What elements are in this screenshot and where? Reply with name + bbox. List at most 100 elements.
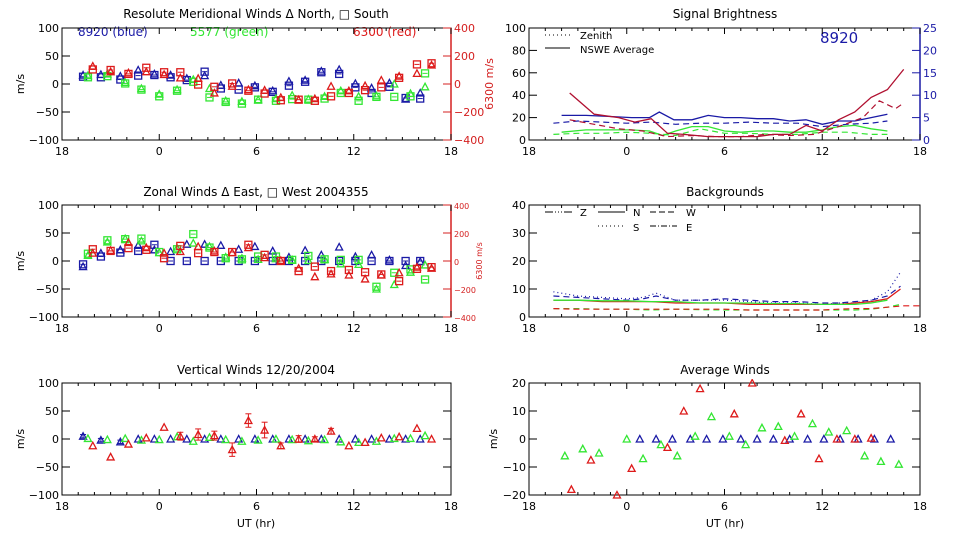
- data-point-square: [210, 247, 219, 257]
- data-point-square: [360, 86, 370, 95]
- data-point-square: [420, 69, 430, 78]
- data-point-triangle: [310, 93, 320, 103]
- y2-tick-label: −400: [454, 314, 476, 323]
- data-point-triangle: [221, 95, 231, 105]
- data-point-square: [416, 94, 425, 103]
- data-point-square: [401, 256, 410, 266]
- data-point-square: [294, 95, 303, 104]
- legend-e-label: E: [686, 223, 692, 234]
- data-layer: [78, 229, 437, 293]
- data-point-triangle: [133, 240, 143, 249]
- data-point-triangle: [627, 463, 637, 473]
- data-point-square: [367, 256, 376, 266]
- data-point-triangle: [586, 455, 596, 464]
- data-point-square: [326, 92, 336, 101]
- data-point-triangle: [850, 434, 860, 443]
- data-point-triangle: [334, 242, 344, 251]
- data-point-square: [176, 68, 185, 77]
- data-point-triangle: [243, 242, 253, 252]
- data-point-triangle: [326, 269, 336, 278]
- data-point-square: [427, 59, 436, 68]
- data-point-square: [134, 71, 143, 80]
- x-tick-label: 18: [522, 145, 536, 158]
- y-axis-label: m/s: [14, 74, 27, 94]
- data-point-triangle: [310, 271, 320, 281]
- y2-tick-label: 20: [923, 44, 937, 57]
- data-point-triangle: [188, 74, 198, 84]
- data-point-triangle: [175, 246, 185, 256]
- data-point-triangle: [310, 434, 320, 443]
- legend-s-label: S: [633, 223, 639, 234]
- x-tick-label: 18: [444, 145, 458, 158]
- data-point-triangle: [188, 238, 198, 247]
- data-point-triangle: [237, 253, 247, 262]
- data-point-square: [294, 266, 303, 276]
- y2-tick-label: 25: [923, 22, 937, 35]
- y-tick-label: −20: [503, 489, 526, 502]
- data-point-triangle: [78, 261, 88, 271]
- data-point-triangle: [276, 440, 286, 450]
- data-point-square: [260, 250, 269, 259]
- data-point-triangle: [344, 270, 354, 279]
- data-point-triangle: [172, 84, 182, 94]
- x-tick-label: 0: [156, 500, 163, 513]
- panel-signal-brightness: Signal Brightness 8920 Zenith NSWE Avera…: [505, 7, 937, 158]
- y-tick-label: 60: [512, 67, 526, 80]
- data-point-triangle: [141, 242, 151, 252]
- y-tick-label: 40: [512, 199, 526, 212]
- y-tick-label: −100: [29, 311, 59, 324]
- data-layer: [78, 59, 437, 108]
- y-tick-label: 0: [52, 255, 59, 268]
- data-point-triangle: [560, 450, 570, 460]
- data-point-triangle: [253, 435, 263, 444]
- data-point-triangle: [234, 434, 244, 443]
- x-tick-label: 18: [913, 322, 927, 335]
- data-point-square: [150, 70, 159, 80]
- data-layer: [78, 413, 437, 461]
- data-point-square: [150, 240, 159, 249]
- data-point-square: [344, 265, 354, 275]
- data-point-triangle: [866, 433, 876, 442]
- data-point-triangle: [287, 434, 297, 444]
- y-tick-label: 0: [519, 311, 526, 324]
- data-point-triangle: [303, 255, 313, 265]
- data-point-triangle: [701, 434, 712, 443]
- series-8920-zenith-line: [553, 120, 888, 128]
- data-point-triangle: [412, 262, 422, 271]
- x-tick-label: 0: [623, 145, 630, 158]
- data-point-square: [276, 96, 285, 105]
- data-point-square: [103, 236, 112, 245]
- data-point-triangle: [78, 431, 88, 440]
- data-point-square: [124, 243, 133, 253]
- data-point-square: [416, 256, 425, 266]
- data-point-triangle: [426, 60, 437, 69]
- data-point-triangle: [83, 433, 93, 443]
- data-point-square: [205, 243, 214, 252]
- data-point-triangle: [354, 91, 364, 100]
- data-point-triangle: [768, 434, 778, 443]
- data-point-triangle: [123, 237, 134, 247]
- data-point-triangle: [106, 66, 116, 76]
- y2-tick-label: −400: [454, 134, 484, 147]
- data-point-triangle: [394, 267, 404, 277]
- data-point-square: [221, 97, 230, 107]
- data-point-triangle: [594, 448, 604, 457]
- data-point-triangle: [635, 434, 645, 443]
- data-point-triangle: [193, 429, 203, 439]
- data-point-triangle: [886, 434, 896, 443]
- x-tick-label: 6: [253, 145, 260, 158]
- chart-title: Average Winds: [680, 363, 770, 377]
- chart-title: Zonal Winds Δ East, □ West 2004355: [143, 185, 368, 199]
- data-point-triangle: [159, 422, 169, 431]
- data-point-square: [377, 83, 386, 92]
- data-point-square: [159, 68, 169, 77]
- data-point-triangle: [412, 68, 422, 78]
- data-point-square: [336, 88, 345, 98]
- data-point-triangle: [166, 70, 176, 79]
- x-tick-label: 6: [721, 145, 728, 158]
- data-point-triangle: [120, 77, 130, 86]
- data-point-triangle: [578, 443, 588, 453]
- data-point-square: [372, 282, 381, 291]
- data-point-triangle: [326, 426, 336, 435]
- x-tick-label: 18: [55, 145, 69, 158]
